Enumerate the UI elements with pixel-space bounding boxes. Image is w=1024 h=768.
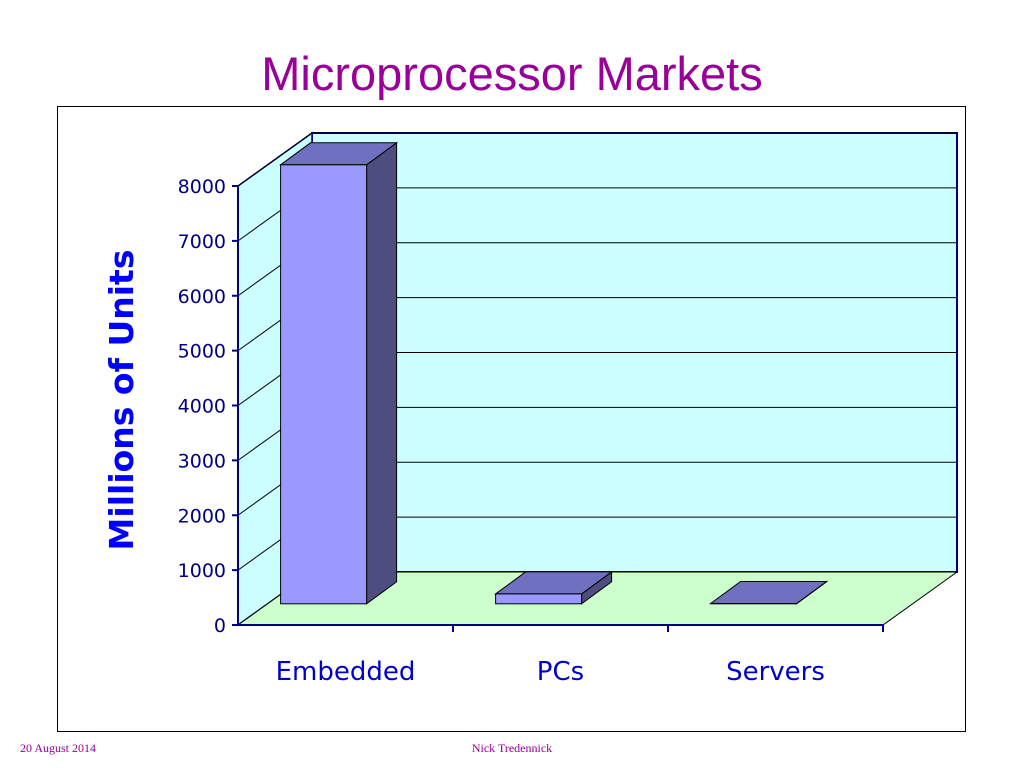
- y-tick-label: 8000: [178, 176, 226, 198]
- x-category-label: PCs: [537, 657, 584, 687]
- footer-date: 20 August 2014: [20, 741, 97, 755]
- y-tick-label: 1000: [178, 560, 226, 582]
- x-category-label: Embedded: [276, 657, 416, 687]
- x-category-label: Servers: [726, 657, 825, 687]
- bar-front: [495, 593, 583, 605]
- y-tick-label: 3000: [178, 450, 226, 472]
- bar: [709, 580, 829, 605]
- gridline-diagonal: [237, 132, 313, 187]
- bar: [494, 570, 614, 605]
- y-tick-label: 2000: [178, 505, 226, 527]
- bar: [279, 141, 399, 605]
- footer-author: Nick Tredennick: [471, 741, 553, 755]
- y-tick-label: 5000: [178, 341, 226, 363]
- bar-side: [366, 141, 398, 605]
- bar-front: [280, 164, 368, 605]
- y-tick-label: 7000: [178, 231, 226, 253]
- chart-frame: [57, 106, 966, 732]
- slide-title: Microprocessor Markets: [261, 47, 763, 100]
- y-tick-label: 0: [214, 615, 226, 637]
- y-tick-label: 4000: [178, 396, 226, 418]
- y-axis-title: Millions of Units: [102, 250, 141, 551]
- y-tick-label: 6000: [178, 286, 226, 308]
